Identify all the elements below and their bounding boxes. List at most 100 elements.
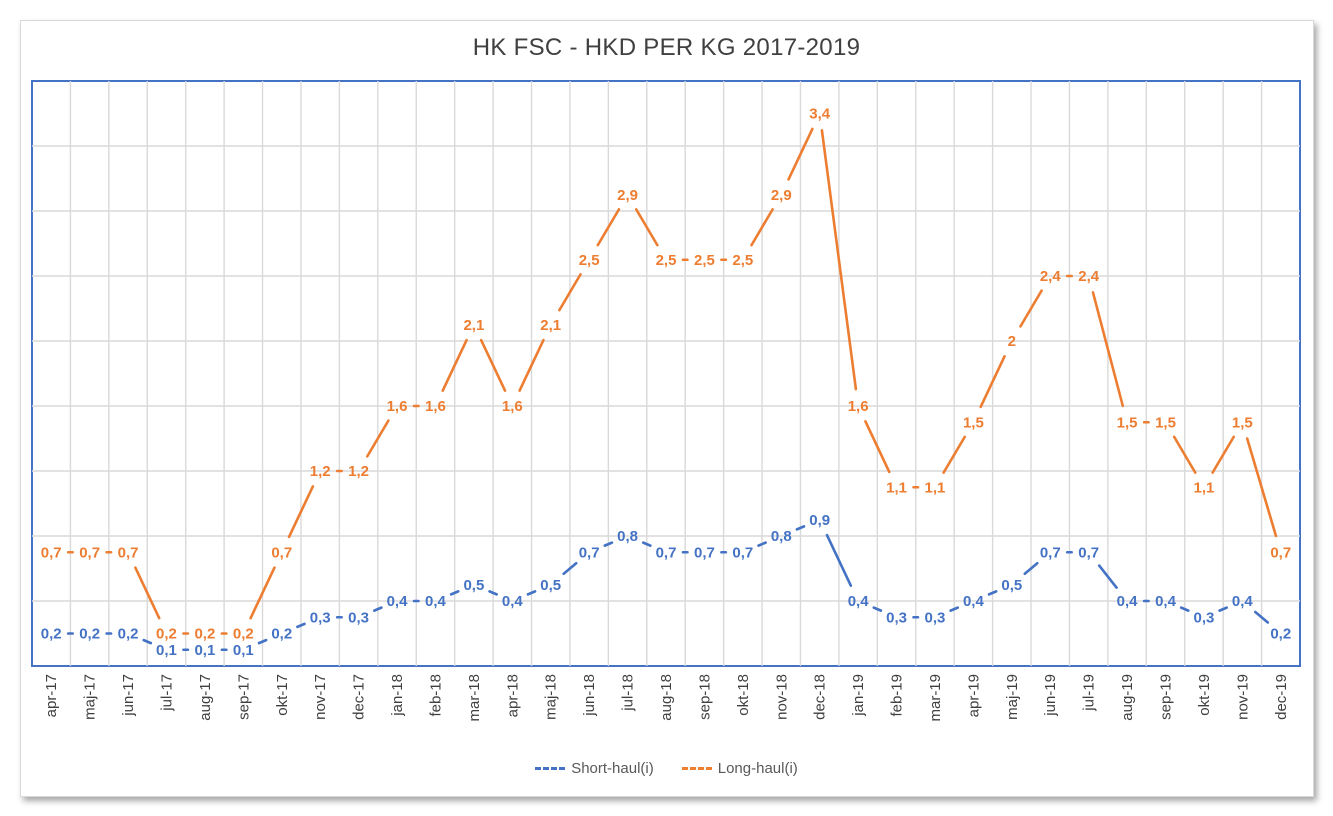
- data-label: 1,6: [425, 398, 446, 415]
- line-segment: [562, 561, 578, 576]
- x-tick-label: aug-17: [197, 674, 214, 721]
- x-tick-label: apr-18: [504, 674, 521, 717]
- series-long-haul: 0,7 0,7 0,7 0,2 0,2 0,2 0,7 1,2 1,2 1,6 1,6 2,1 1,6 2…: [41, 106, 1291, 643]
- data-label: 0,3: [310, 609, 331, 626]
- x-tick-label: okt-18: [735, 674, 752, 716]
- x-tick-label: dec-19: [1273, 674, 1290, 720]
- x-tick-label: maj-19: [1004, 674, 1021, 720]
- legend-swatch-long-haul: [681, 767, 712, 770]
- data-label: 2,9: [771, 187, 792, 204]
- data-label: 1,1: [1194, 479, 1215, 496]
- line-segment: [372, 606, 383, 612]
- line-segment: [872, 606, 883, 612]
- line-segment: [987, 590, 998, 596]
- line-segment: [518, 338, 545, 392]
- legend: Short-haul(i) Long-haul(i): [0, 760, 1333, 777]
- line-segment: [825, 533, 853, 587]
- data-label: 0,5: [540, 577, 561, 594]
- chart-title: HK FSC - HKD PER KG 2017-2019: [472, 34, 861, 61]
- data-label: 0,1: [194, 642, 215, 659]
- plot-area: [31, 80, 1301, 667]
- x-tick-label: feb-19: [889, 674, 906, 717]
- data-label: 1,6: [848, 398, 869, 415]
- x-tick-label: aug-18: [658, 674, 675, 721]
- line-segment: [1179, 606, 1190, 612]
- data-label: 0,4: [502, 593, 524, 610]
- data-label: 0,2: [41, 626, 62, 643]
- data-label: 2,4: [1040, 268, 1062, 285]
- data-label: 2,5: [694, 252, 715, 269]
- line-segment: [1218, 606, 1229, 612]
- data-label: 0,7: [118, 544, 139, 561]
- data-label: 2,4: [1078, 268, 1100, 285]
- x-tick-label: jan-18: [389, 674, 406, 717]
- series-short-haul: 0,2 0,2 0,20,1 0,1 0,10,20,3 0,30,4 0,40,50,40…: [41, 512, 1291, 659]
- legend-label-long-haul: Long-haul(i): [717, 760, 798, 777]
- line-segment: [795, 525, 806, 531]
- x-tick-label: mar-19: [927, 674, 944, 722]
- line-segment: [287, 485, 315, 539]
- x-tick-label: aug-19: [1119, 674, 1136, 721]
- x-tick-label: nov-17: [312, 674, 329, 720]
- line-segment: [526, 590, 537, 596]
- x-tick-label: nov-19: [1234, 674, 1251, 720]
- data-label: 1,2: [310, 463, 331, 480]
- x-tick-label: maj-17: [82, 674, 99, 720]
- data-label: 2: [1008, 333, 1016, 350]
- legend-item-long-haul: Long-haul(i): [681, 760, 798, 777]
- x-tick-label: dec-18: [812, 674, 829, 720]
- data-label: 2,5: [579, 252, 600, 269]
- x-tick-label: apr-19: [965, 674, 982, 717]
- data-label: 1,1: [925, 479, 946, 496]
- data-label: 0,4: [425, 593, 447, 610]
- line-segment: [942, 435, 967, 474]
- data-label: 0,2: [233, 626, 254, 643]
- data-label: 0,4: [963, 593, 985, 610]
- line-segment: [750, 208, 774, 247]
- line-segment: [558, 273, 582, 312]
- data-label: 0,8: [617, 528, 638, 545]
- data-label: 0,4: [848, 593, 870, 610]
- data-label: 0,2: [118, 626, 139, 643]
- data-label: 0,9: [809, 512, 830, 529]
- line-segment: [441, 338, 468, 392]
- x-tick-label: okt-17: [274, 674, 291, 716]
- data-label: 0,4: [1155, 593, 1177, 610]
- x-tick-label: sep-19: [1158, 674, 1175, 720]
- line-segment: [641, 541, 652, 547]
- line-segment: [1091, 291, 1125, 408]
- x-tick-label: jun-18: [581, 674, 598, 717]
- x-tick-label: apr-17: [43, 674, 60, 717]
- line-segment: [757, 541, 767, 547]
- data-label: 0,7: [1040, 544, 1061, 561]
- x-tick-label: feb-18: [427, 674, 444, 717]
- data-label: 0,4: [387, 593, 409, 610]
- data-label: 2,1: [540, 317, 561, 334]
- x-tick-label: nov-18: [773, 674, 790, 720]
- line-segment: [820, 129, 858, 391]
- data-label: 1,1: [886, 479, 907, 496]
- data-label: 0,7: [271, 544, 292, 561]
- data-label: 1,6: [387, 398, 408, 415]
- legend-item-short-haul: Short-haul(i): [535, 760, 654, 777]
- data-label: 0,2: [156, 626, 177, 643]
- line-segment: [479, 338, 507, 392]
- data-label: 2,9: [617, 187, 638, 204]
- series-group: 0,2 0,2 0,20,1 0,1 0,10,20,3 0,30,4 0,40,50,40…: [41, 106, 1291, 659]
- data-label: 0,1: [233, 642, 254, 659]
- line-segment: [634, 208, 659, 247]
- line-segment: [249, 566, 276, 620]
- gridlines: [32, 81, 1300, 666]
- x-tick-label: jul-17: [158, 674, 175, 712]
- data-label: 0,8: [771, 528, 792, 545]
- data-label: 2,1: [463, 317, 484, 334]
- data-label: 0,7: [694, 544, 715, 561]
- data-label: 0,7: [1270, 544, 1291, 561]
- line-segment: [1019, 289, 1043, 328]
- data-label: 1,2: [348, 463, 369, 480]
- data-label: 2,5: [732, 252, 753, 269]
- line-segment: [596, 208, 621, 247]
- x-tick-label: maj-18: [543, 674, 560, 720]
- line-segment: [365, 419, 390, 458]
